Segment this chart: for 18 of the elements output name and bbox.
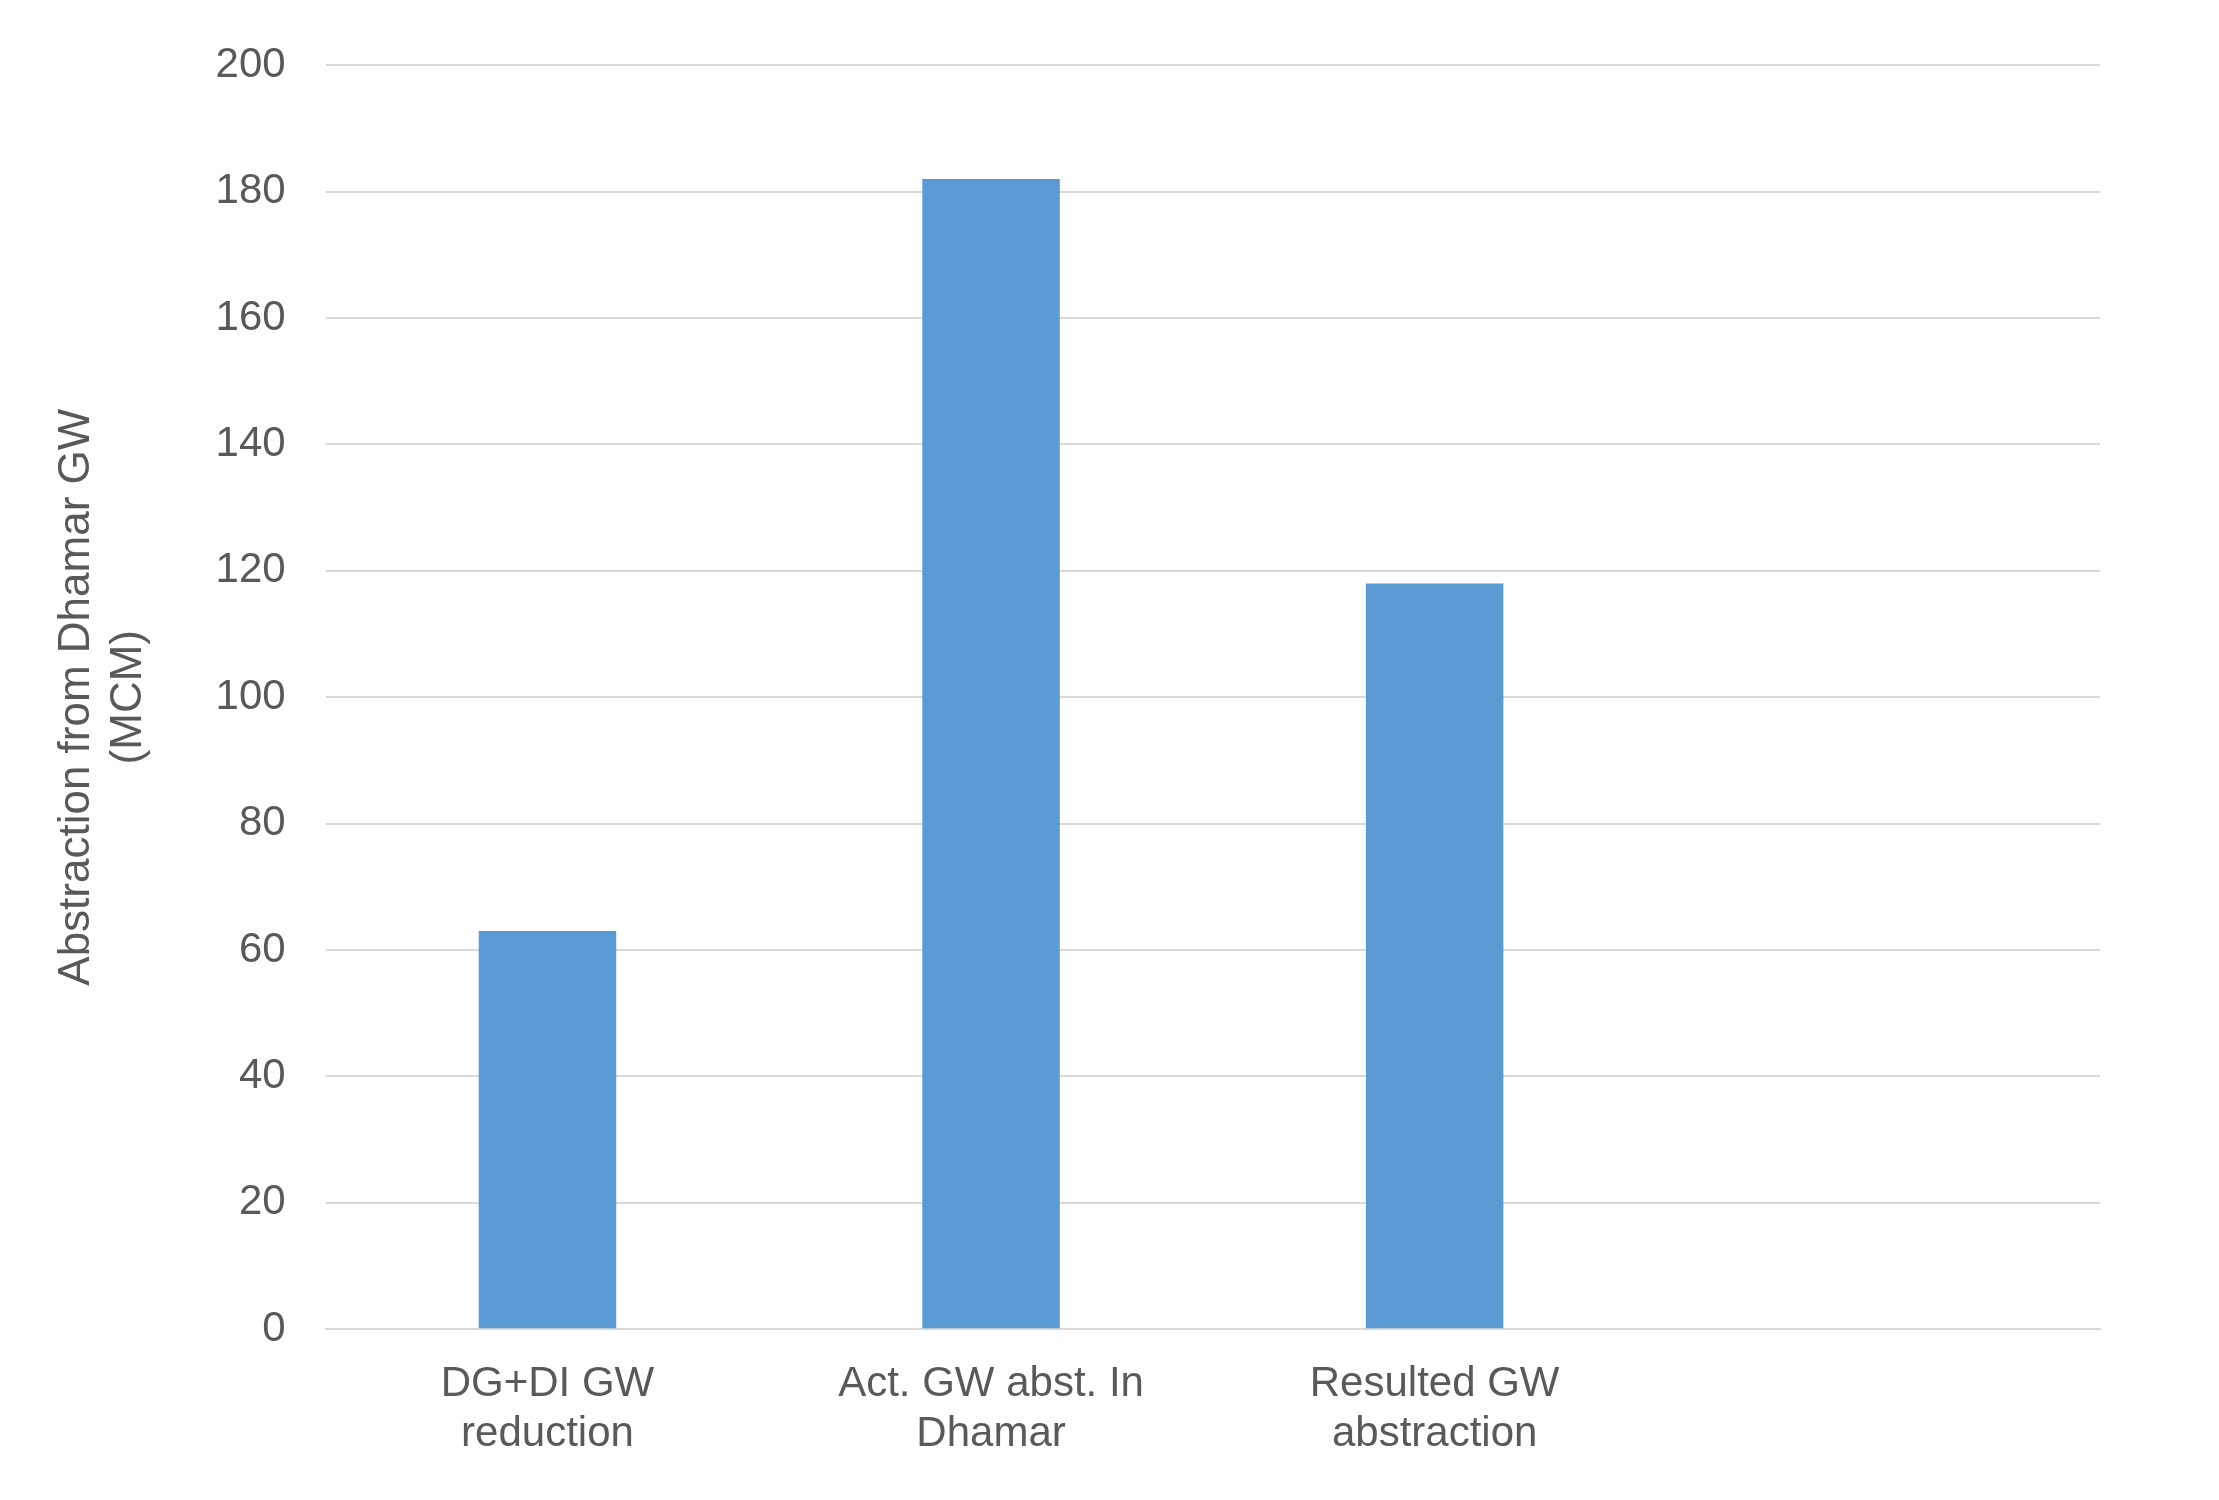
bar: [478, 931, 617, 1329]
y-tick-label: 80: [238, 797, 286, 845]
y-tick-label: 40: [238, 1049, 286, 1097]
y-tick-label: 160: [215, 291, 286, 339]
x-tick-label: DG+DI GW reduction: [440, 1357, 655, 1456]
y-tick-label: 0: [262, 1302, 286, 1350]
x-tick-label: Resulted GW abstraction: [1309, 1357, 1560, 1456]
x-tick-label: Act. GW abst. In Dhamar: [838, 1357, 1144, 1456]
y-tick-label: 200: [215, 38, 286, 86]
y-axis-title: Abstraction from Dhamar GW (MCM): [48, 408, 151, 986]
y-tick-label: 120: [215, 544, 286, 592]
y-tick-label: 20: [238, 1176, 286, 1224]
bar: [922, 178, 1060, 1329]
bar: [1365, 583, 1504, 1329]
y-tick-label: 60: [238, 923, 286, 971]
y-tick-label: 140: [215, 417, 286, 465]
y-tick-label: 180: [215, 165, 286, 213]
y-tick-label: 100: [215, 670, 286, 718]
